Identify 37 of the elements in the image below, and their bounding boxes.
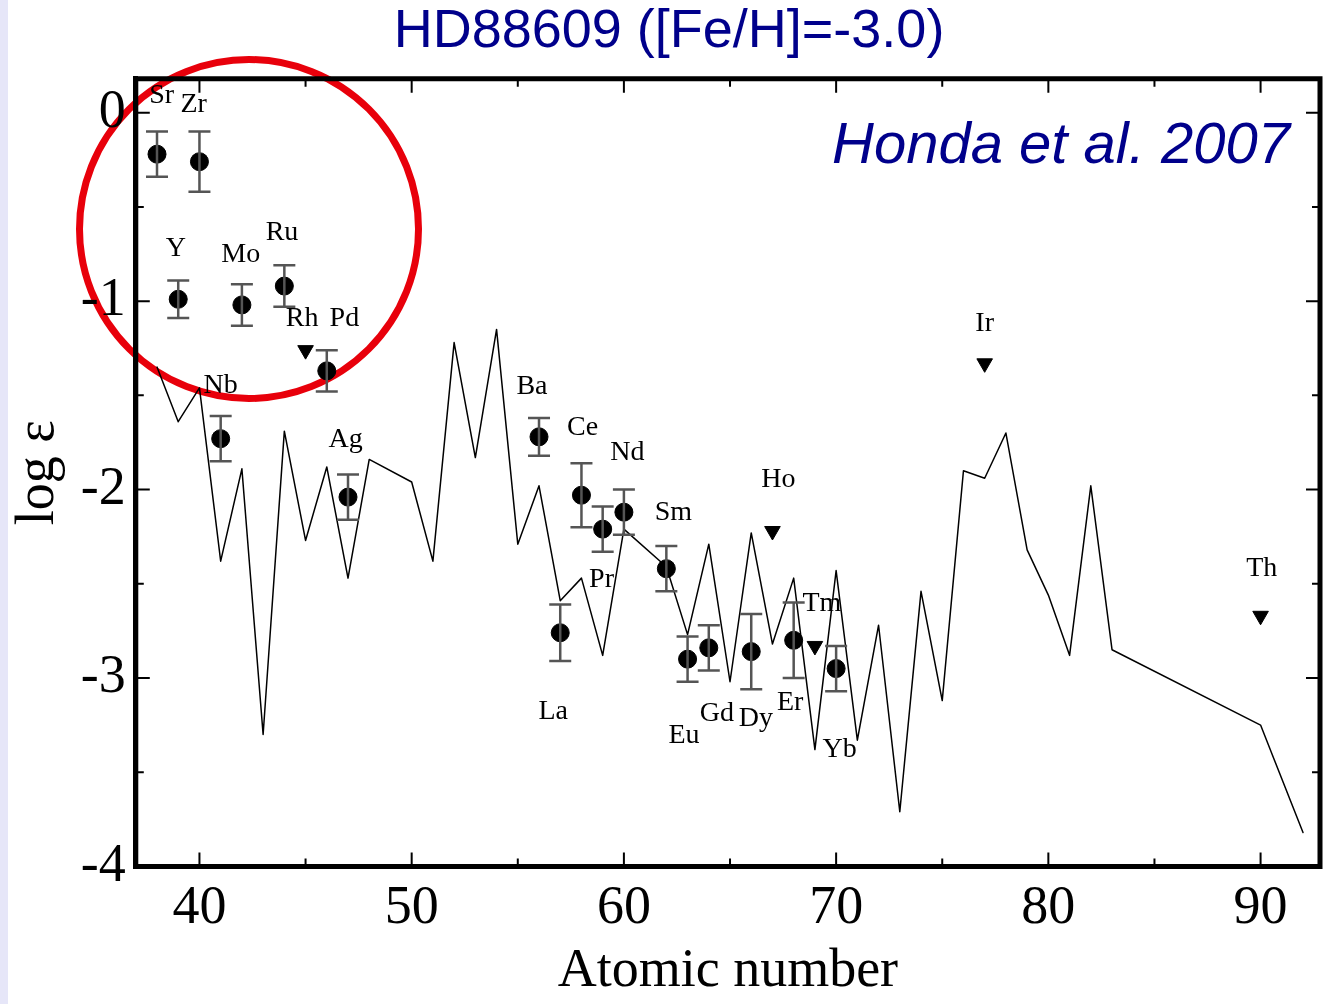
x-tick-label: 40 xyxy=(172,874,227,935)
annotation: La xyxy=(538,693,569,725)
annotation: Nd xyxy=(610,434,645,466)
annotation: Eu xyxy=(668,717,700,749)
annotation: Honda et al. 2007 xyxy=(832,109,1293,175)
annotation: Pd xyxy=(329,300,360,332)
annotation: Gd xyxy=(699,695,735,727)
x-tick-label: 80 xyxy=(1021,874,1076,935)
y-tick-label: -2 xyxy=(80,455,126,516)
annotation: Ho xyxy=(761,461,796,493)
x-tick-label: 90 xyxy=(1233,874,1288,935)
annotation: Y xyxy=(165,231,186,263)
annotation: Yb xyxy=(822,731,857,763)
annotation: Ag xyxy=(328,422,363,454)
annotation: Nb xyxy=(203,368,238,400)
annotation: Zr xyxy=(180,86,208,118)
y-tick-label: 0 xyxy=(98,78,126,139)
y-tick-label: -3 xyxy=(80,644,126,705)
annotation: Ce xyxy=(567,409,599,441)
annotation: Rh xyxy=(285,300,319,332)
x-tick-label: 70 xyxy=(809,874,864,935)
x-tick-label: 50 xyxy=(384,874,439,935)
annotation: Ir xyxy=(975,305,995,337)
annotation: Pr xyxy=(589,561,615,593)
annotation: Er xyxy=(776,684,805,716)
annotation: Th xyxy=(1246,551,1278,583)
annotation: Mo xyxy=(221,236,261,268)
y-tick-label: -4 xyxy=(80,832,126,893)
x-tick-label: 60 xyxy=(596,874,651,935)
chart-title: HD88609 ([Fe/H]=-3.0) xyxy=(393,0,945,59)
annotation: Dy xyxy=(738,700,774,732)
y-axis-title: log ε xyxy=(4,420,65,526)
annotation: Ru xyxy=(265,214,299,246)
x-axis-title: Atomic number xyxy=(557,937,899,998)
annotation: Ba xyxy=(516,368,549,400)
annotation: Sr xyxy=(149,78,175,110)
annotation: Sm xyxy=(654,494,693,526)
